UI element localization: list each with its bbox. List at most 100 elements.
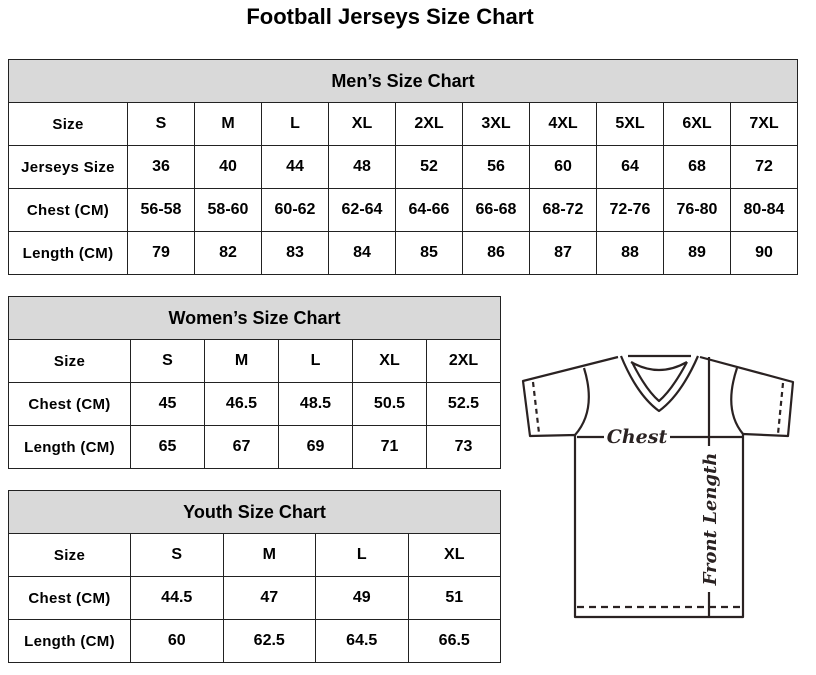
neck-outer <box>619 355 700 413</box>
womens-size-table: Women’s Size Chart Size S M L XL 2XL Chest (CM)… <box>8 296 501 469</box>
table-cell: 84 <box>328 231 396 275</box>
row-label: Size <box>8 533 131 577</box>
table-cell: 44.5 <box>130 576 224 620</box>
table-cell: 62-64 <box>328 188 396 232</box>
table-cell: 6XL <box>663 102 731 146</box>
caption-row: Youth Size Chart <box>8 490 501 534</box>
table-cell: 68 <box>663 145 731 189</box>
table-cell: 2XL <box>426 339 501 383</box>
table-cell: 87 <box>529 231 597 275</box>
page-title: Football Jerseys Size Chart <box>246 4 534 29</box>
table-cell: 44 <box>261 145 329 189</box>
row-label: Size <box>8 339 131 383</box>
table-cell: XL <box>407 533 501 577</box>
row-label: Size <box>8 102 128 146</box>
collar <box>630 361 688 372</box>
table-cell: 45 <box>130 382 205 426</box>
table-cell: M <box>222 533 316 577</box>
table-cell: 82 <box>194 231 262 275</box>
table-cell: 47 <box>222 576 316 620</box>
table-cell: 85 <box>395 231 463 275</box>
row-label: Chest (CM) <box>8 188 128 232</box>
row-label: Chest (CM) <box>8 576 131 620</box>
table-cell: 71 <box>352 425 427 469</box>
table-cell: 72 <box>730 145 798 189</box>
table-cell: 73 <box>426 425 501 469</box>
row-label: Chest (CM) <box>8 382 131 426</box>
table-cell: 52 <box>395 145 463 189</box>
table-row: Length (CM) 65 67 69 71 73 <box>8 425 501 469</box>
table-cell: L <box>278 339 353 383</box>
table-cell: 40 <box>194 145 262 189</box>
table-cell: 64-66 <box>395 188 463 232</box>
mens-size-table: Men’s Size Chart Size S M L XL 2XL 3XL 4XL 5XL 6XL… <box>8 59 798 275</box>
table-row: Size S M L XL 2XL <box>8 339 501 383</box>
table-cell: M <box>204 339 279 383</box>
jersey-diagram: Chest Front Length <box>521 354 795 619</box>
table-cell: 79 <box>127 231 195 275</box>
table-cell: 60 <box>529 145 597 189</box>
table-cell: 62.5 <box>222 619 316 663</box>
table-cell: L <box>261 102 329 146</box>
table-cell: 58-60 <box>194 188 262 232</box>
table-cell: 76-80 <box>663 188 731 232</box>
table-row: Jerseys Size 36 40 44 48 52 56 60 64 68 72 <box>8 145 798 189</box>
table-cell: 90 <box>730 231 798 275</box>
table-cell: 72-76 <box>596 188 664 232</box>
table-row: Size S M L XL 2XL 3XL 4XL 5XL 6XL 7XL <box>8 102 798 146</box>
table-cell: M <box>194 102 262 146</box>
right-armhole <box>730 367 744 435</box>
table-cell: 64.5 <box>315 619 409 663</box>
jersey-outline <box>521 355 795 619</box>
table-cell: 3XL <box>462 102 530 146</box>
table-cell: 83 <box>261 231 329 275</box>
table-cell: 7XL <box>730 102 798 146</box>
table-cell: 49 <box>315 576 409 620</box>
table-cell: 69 <box>278 425 353 469</box>
youth-size-table: Youth Size Chart Size S M L XL Chest (CM) 44.5 4… <box>8 490 501 663</box>
table-row: Length (CM) 60 62.5 64.5 66.5 <box>8 619 501 663</box>
table-cell: 66.5 <box>407 619 501 663</box>
table-cell: 67 <box>204 425 279 469</box>
table-cell: L <box>315 533 409 577</box>
table-cell: 5XL <box>596 102 664 146</box>
table-cell: 51 <box>407 576 501 620</box>
table-cell: 60-62 <box>261 188 329 232</box>
table-caption: Youth Size Chart <box>8 490 501 534</box>
row-label: Length (CM) <box>8 425 131 469</box>
table-cell: 48.5 <box>278 382 353 426</box>
front-length-label: Front Length <box>700 453 721 587</box>
left-armhole <box>574 367 590 436</box>
table-cell: 56 <box>462 145 530 189</box>
table-row: Chest (CM) 56-58 58-60 60-62 62-64 64-66 66-68… <box>8 188 798 232</box>
table-cell: 68-72 <box>529 188 597 232</box>
table-cell: 60 <box>130 619 224 663</box>
table-cell: 65 <box>130 425 205 469</box>
table-row: Chest (CM) 44.5 47 49 51 <box>8 576 501 620</box>
table-cell: 89 <box>663 231 731 275</box>
table-cell: XL <box>328 102 396 146</box>
table-cell: 52.5 <box>426 382 501 426</box>
table-cell: 86 <box>462 231 530 275</box>
row-label: Length (CM) <box>8 619 131 663</box>
table-cell: S <box>127 102 195 146</box>
table-cell: S <box>130 339 205 383</box>
chest-label: Chest <box>607 426 668 448</box>
table-cell: 2XL <box>395 102 463 146</box>
table-cell: XL <box>352 339 427 383</box>
table-cell: 88 <box>596 231 664 275</box>
table-cell: 56-58 <box>127 188 195 232</box>
table-cell: 46.5 <box>204 382 279 426</box>
table-cell: 50.5 <box>352 382 427 426</box>
table-caption: Men’s Size Chart <box>8 59 798 103</box>
caption-row: Women’s Size Chart <box>8 296 501 340</box>
table-cell: 66-68 <box>462 188 530 232</box>
table-cell: S <box>130 533 224 577</box>
row-label: Jerseys Size <box>8 145 128 189</box>
table-cell: 48 <box>328 145 396 189</box>
neck-inner <box>631 361 688 403</box>
row-label: Length (CM) <box>8 231 128 275</box>
table-row: Size S M L XL <box>8 533 501 577</box>
table-cell: 64 <box>596 145 664 189</box>
table-row: Chest (CM) 45 46.5 48.5 50.5 52.5 <box>8 382 501 426</box>
